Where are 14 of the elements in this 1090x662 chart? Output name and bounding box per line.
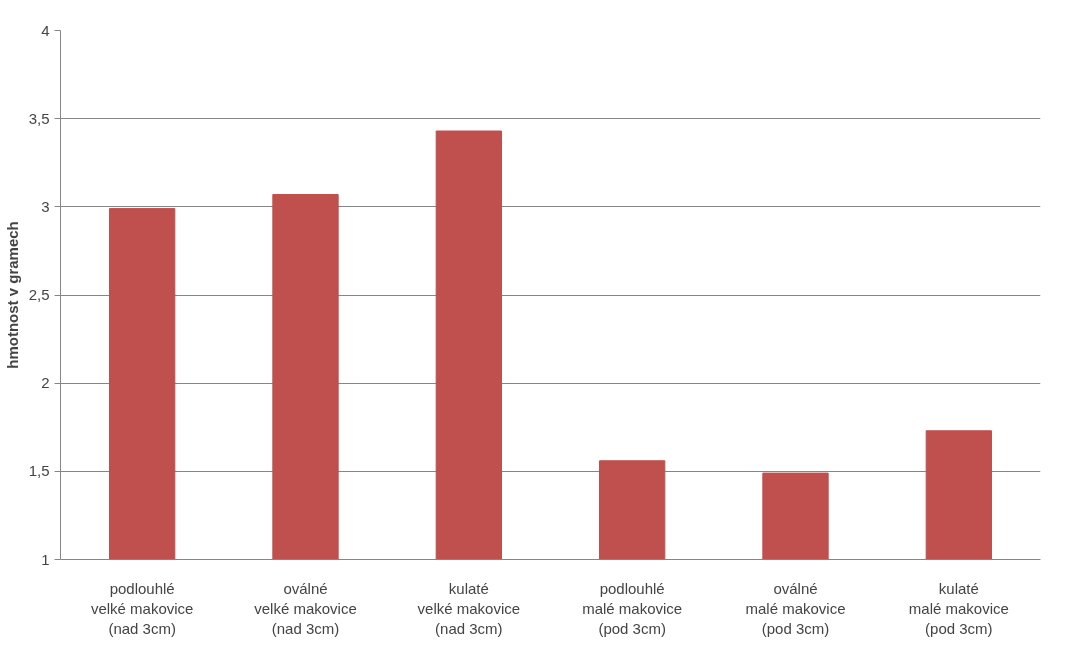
y-tick-label: 2,5 bbox=[28, 286, 50, 303]
y-tick-label: 4 bbox=[41, 21, 50, 39]
y-axis-title: hmotnost v gramech bbox=[3, 221, 21, 369]
y-tick-label: 2 bbox=[41, 374, 50, 392]
x-tick-label: podlouhlé malé makovice (pod 3cm) bbox=[582, 579, 683, 638]
x-tick-label: podlouhlé velké makovice (nad 3cm) bbox=[90, 579, 194, 638]
x-tick-label: kulaté malé makovice (pod 3cm) bbox=[908, 579, 1009, 638]
x-tick-label: oválné malé makovice (pod 3cm) bbox=[745, 579, 846, 638]
y-tick-label: 1,5 bbox=[28, 462, 50, 480]
y-tick-label: 3,5 bbox=[28, 109, 50, 127]
x-tick-label: oválné velké makovice (nad 3cm) bbox=[254, 579, 357, 638]
y-tick-label: 3 bbox=[41, 197, 50, 215]
y-tick-label: 1 bbox=[41, 550, 50, 568]
x-tick-label: kulaté velké makovice (nad 3cm) bbox=[417, 579, 521, 638]
